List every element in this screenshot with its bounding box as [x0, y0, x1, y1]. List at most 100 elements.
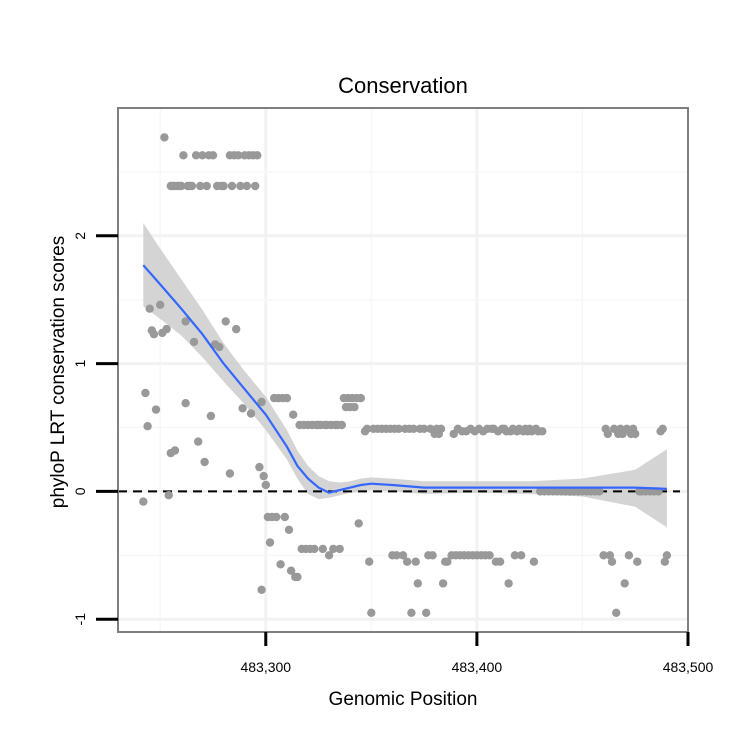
data-point [362, 424, 372, 433]
data-point [529, 557, 539, 566]
plot-area [118, 108, 688, 632]
data-point [156, 300, 165, 309]
data-point [139, 497, 148, 506]
data-point [181, 317, 190, 326]
data-point [227, 181, 237, 191]
data-point [603, 429, 612, 439]
data-point [272, 512, 281, 522]
data-point [202, 181, 211, 191]
data-point [280, 512, 289, 522]
data-point [411, 557, 420, 566]
data-point [504, 579, 513, 588]
data-point [145, 304, 154, 313]
data-point [318, 544, 327, 554]
data-point [419, 424, 429, 433]
data-point [234, 151, 243, 160]
data-points [139, 133, 672, 617]
data-point [413, 579, 422, 588]
data-point [436, 424, 446, 433]
x-tick-label: 483,400 [452, 659, 503, 675]
data-point [251, 181, 260, 191]
data-point [443, 557, 452, 566]
plot-background [118, 108, 688, 632]
data-point [658, 424, 667, 433]
y-tick-label: -1 [72, 613, 88, 626]
x-tick-label: 483,500 [663, 659, 714, 675]
data-point [259, 471, 268, 481]
data-point [335, 544, 344, 554]
data-point [510, 551, 520, 560]
data-point [170, 446, 180, 455]
data-point [403, 557, 412, 566]
data-point [428, 551, 437, 560]
data-point [394, 424, 403, 433]
data-point [257, 397, 266, 407]
data-point [350, 402, 359, 412]
data-point [599, 551, 608, 560]
data-point [662, 551, 672, 560]
data-point [329, 544, 338, 554]
data-point [282, 393, 292, 403]
data-point [409, 424, 418, 433]
y-tick-label: 1 [72, 360, 88, 368]
data-point [422, 608, 431, 617]
smooth-fit-line [142, 264, 667, 494]
x-axis-title: Genomic Position [329, 689, 478, 710]
x-tick-label: 483,300 [240, 659, 291, 675]
y-tick-label: 0 [72, 487, 88, 495]
data-point [631, 429, 640, 439]
data-point [324, 551, 334, 560]
data-point [624, 551, 634, 560]
y-tick-label: 2 [72, 232, 88, 240]
x-axis: 483,300 483,400 483,500 [240, 632, 714, 675]
data-point [612, 608, 621, 617]
data-point [194, 437, 203, 446]
data-point [177, 181, 186, 191]
y-axis: -1 0 1 2 [72, 232, 118, 626]
data-point [392, 551, 401, 560]
data-point [141, 388, 150, 398]
data-point [276, 560, 285, 569]
data-point [607, 557, 617, 566]
data-point [151, 405, 161, 414]
data-point [660, 557, 669, 566]
data-point [257, 585, 266, 594]
chart-title: Conservation [338, 73, 468, 98]
data-point [219, 181, 228, 191]
data-point [620, 579, 629, 588]
data-point [356, 393, 365, 403]
data-point [365, 557, 374, 566]
data-point [187, 181, 197, 191]
data-point [238, 404, 247, 413]
data-point [198, 151, 207, 160]
data-point [225, 469, 235, 478]
data-point [160, 133, 169, 142]
data-point [149, 330, 159, 339]
data-point [485, 551, 494, 560]
data-point [189, 337, 199, 347]
data-point [289, 410, 298, 419]
data-point [495, 557, 505, 566]
data-point [206, 411, 216, 421]
data-point [337, 420, 346, 430]
plot-border [117, 107, 689, 633]
data-point [253, 151, 262, 160]
data-point [236, 181, 245, 191]
data-point [196, 181, 205, 191]
confidence-band [143, 223, 667, 528]
data-point [265, 538, 275, 547]
data-point [246, 409, 256, 418]
data-point [354, 519, 363, 528]
data-point [367, 608, 376, 617]
data-point [200, 457, 209, 467]
data-point [221, 317, 230, 326]
data-point [215, 342, 224, 352]
data-point [208, 151, 218, 160]
data-point [538, 427, 547, 436]
data-point [181, 399, 190, 408]
data-point [179, 151, 188, 160]
data-point [517, 551, 526, 560]
data-point [242, 181, 251, 191]
plot-frame [117, 107, 689, 633]
